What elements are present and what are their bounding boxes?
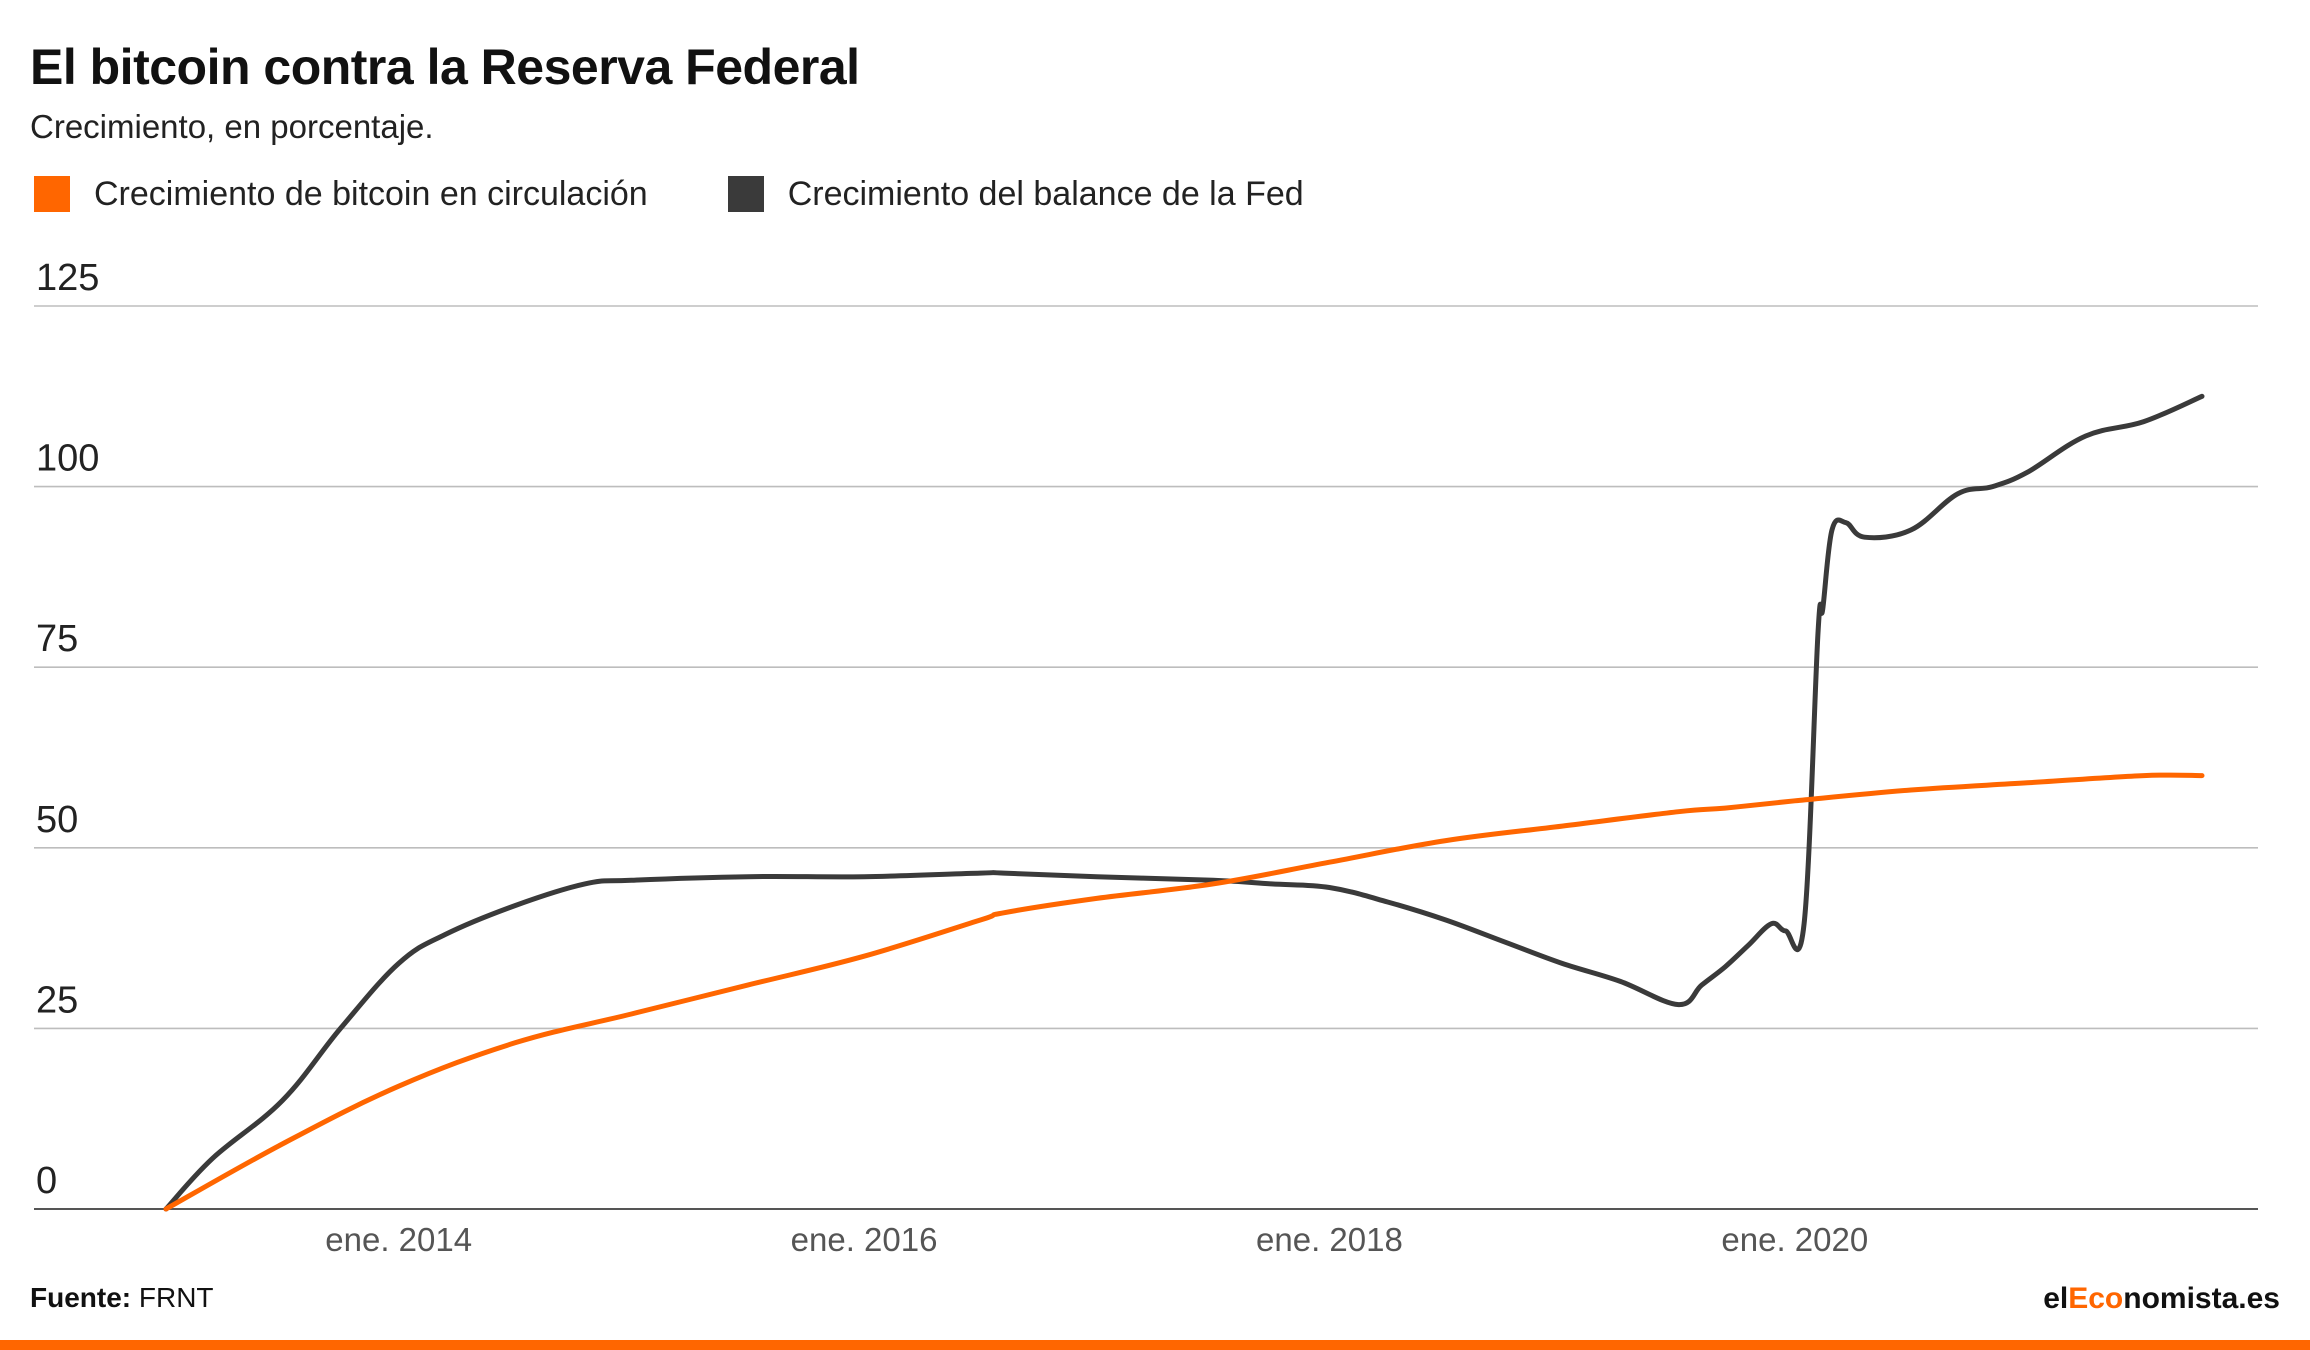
- x-tick-label: ene. 2016: [791, 1221, 938, 1258]
- brand-logo: elEconomista.es: [2043, 1282, 2280, 1316]
- legend-item-bitcoin: Crecimiento de bitcoin en circulación: [34, 175, 648, 214]
- y-tick-label: 125: [36, 257, 99, 299]
- series-lines: [163, 393, 2205, 1212]
- x-tick-label: ene. 2018: [1256, 1221, 1403, 1258]
- brand-prefix: el: [2043, 1282, 2069, 1315]
- chart-subtitle: Crecimiento, en porcentaje.: [30, 108, 434, 145]
- grid-lines: [34, 305, 2258, 1210]
- brand-accent: Eco: [2068, 1282, 2124, 1315]
- y-tick-label: 25: [36, 979, 78, 1021]
- x-tick-label: ene. 2020: [1721, 1221, 1868, 1258]
- source-note: Fuente: FRNT: [30, 1282, 214, 1314]
- y-tick-label: 100: [36, 438, 99, 480]
- source-value: FRNT: [138, 1282, 214, 1313]
- legend-swatch-bitcoin: [34, 176, 70, 212]
- chart-legend: Crecimiento de bitcoin en circulación Cr…: [34, 172, 1384, 216]
- x-axis-ticks: ene. 2014 ene. 2016 ene. 2018 ene. 2020: [325, 1221, 1868, 1258]
- chart-title: El bitcoin contra la Reserva Federal: [30, 39, 860, 95]
- source-label: Fuente:: [30, 1282, 132, 1313]
- y-tick-label: 50: [36, 799, 78, 841]
- legend-swatch-fed: [727, 176, 764, 212]
- y-axis-ticks: 0 25 50 75 100 125: [36, 257, 99, 1202]
- series-line-fed: [163, 393, 2205, 1212]
- x-tick-label: ene. 2014: [325, 1221, 472, 1258]
- legend-label-fed: Crecimiento del balance de la Fed: [787, 174, 1304, 213]
- y-tick-label: 0: [36, 1160, 57, 1202]
- series-line-bitcoin: [163, 772, 2205, 1212]
- legend-label-bitcoin: Crecimiento de bitcoin en circulación: [94, 174, 648, 213]
- legend-item-fed: Crecimiento del balance de la Fed: [727, 174, 1304, 214]
- y-tick-label: 75: [36, 618, 78, 660]
- brand-suffix: nomista.es: [2123, 1282, 2280, 1315]
- bottom-accent-bar: [0, 1340, 2310, 1350]
